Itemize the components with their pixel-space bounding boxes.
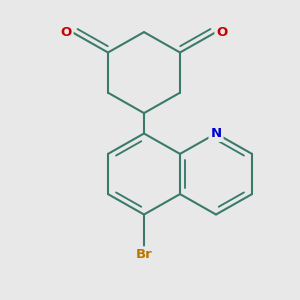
Text: Br: Br [136, 248, 152, 261]
Text: O: O [216, 26, 228, 39]
Text: O: O [60, 26, 72, 39]
Text: N: N [210, 127, 222, 140]
